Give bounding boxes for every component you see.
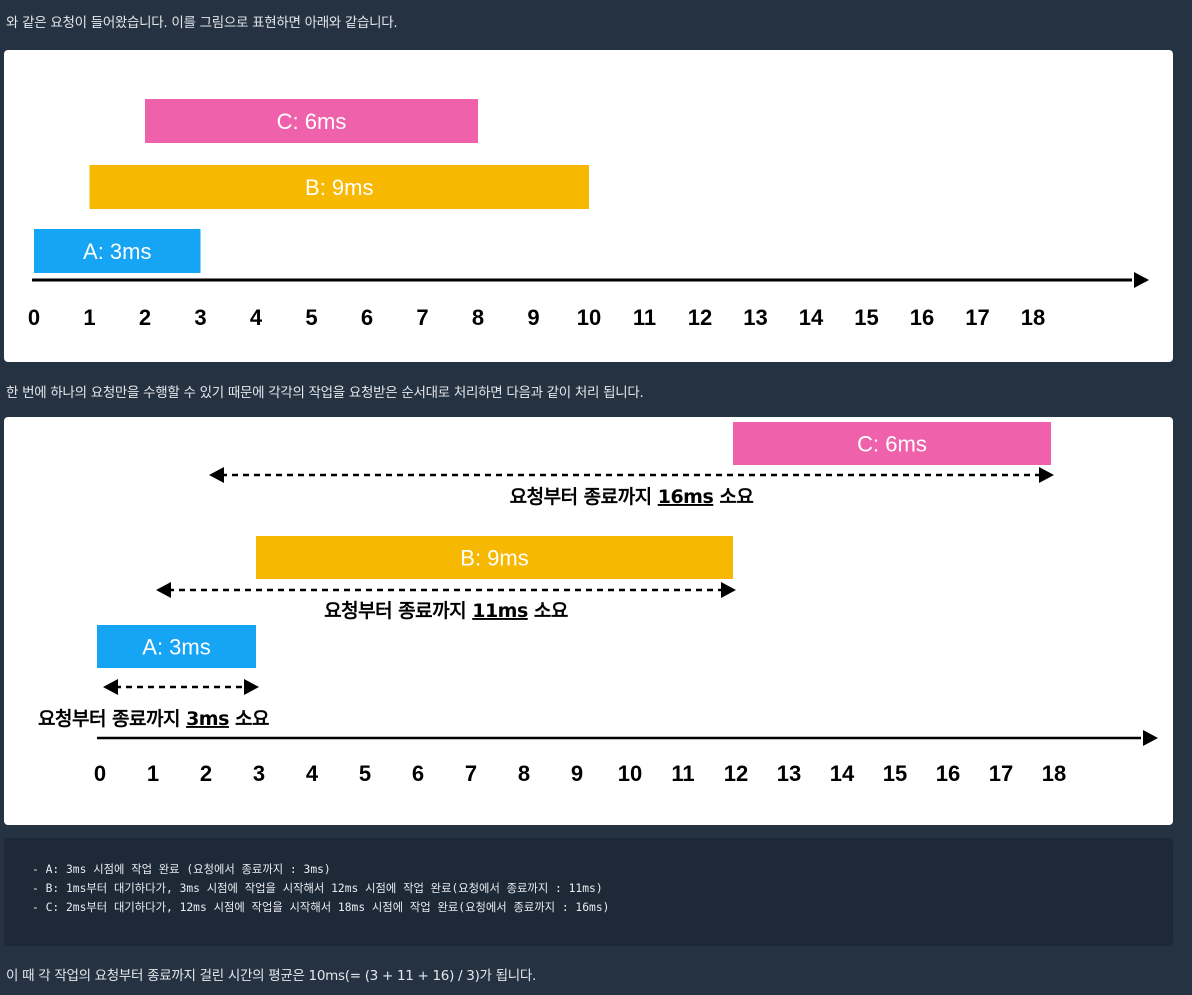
timeline-figure-requests: C: 6ms B: 9ms A: 3ms 0 1 2 3 4 5 6 7 8 9 10 11 12 13 14 15… (4, 50, 1173, 362)
request-bar (89, 165, 589, 209)
axis-arrow (1143, 730, 1158, 746)
tick-label: 11 (633, 305, 656, 330)
tick-label: 7 (416, 305, 428, 330)
tick-label: 13 (777, 761, 801, 786)
tick-label: 1 (147, 761, 159, 786)
bar-label: C: 6ms (277, 109, 347, 134)
tick-label: 5 (359, 761, 371, 786)
tick-label: 10 (618, 761, 642, 786)
tick-label: 17 (965, 305, 989, 330)
tick-label: 5 (305, 305, 317, 330)
request-bar (34, 229, 201, 273)
tick-label: 12 (688, 305, 712, 330)
bar-label: C: 6ms (857, 432, 927, 457)
code-line: - C: 2ms부터 대기하다가, 12ms 시점에 작업을 시작해서 18ms… (32, 901, 610, 914)
tick-label: 4 (250, 305, 263, 330)
tick-label: 7 (465, 761, 477, 786)
arrow-head-left (156, 582, 171, 598)
timeline-chart-processing: C: 6ms B: 9ms A: 3ms 요청부터 종료까지 16ms 소요요청부터 … (38, 422, 1158, 786)
bar-label: B: 9ms (305, 175, 373, 200)
tick-label: 3 (253, 761, 265, 786)
tick-label: 12 (724, 761, 748, 786)
duration-label: 요청부터 종료까지 11ms 소요 (324, 600, 568, 622)
tick-label: 0 (28, 305, 40, 330)
conclusion-paragraph: 이 때 각 작업의 요청부터 종료까지 걸린 시간의 평균은 10ms(= (3… (6, 968, 537, 984)
code-line: - B: 1ms부터 대기하다가, 3ms 시점에 작업을 시작해서 12ms … (32, 882, 603, 895)
tick-label: 4 (306, 761, 319, 786)
tick-label: 9 (571, 761, 583, 786)
bar-label: B: 9ms (460, 546, 528, 571)
bar-label: A: 3ms (83, 239, 151, 264)
tick-label: 6 (412, 761, 424, 786)
tick-label: 17 (989, 761, 1013, 786)
axis-arrow (1134, 272, 1149, 288)
tick-label: 18 (1042, 761, 1066, 786)
tick-label: 8 (472, 305, 484, 330)
bar-label: A: 3ms (142, 635, 210, 660)
duration-label: 요청부터 종료까지 16ms 소요 (510, 486, 754, 508)
arrow-head-right (1039, 467, 1054, 483)
tick-label: 2 (200, 761, 212, 786)
code-line: - A: 3ms 시점에 작업 완료 (요청에서 종료까지 : 3ms) (32, 863, 331, 876)
arrow-head-right (721, 582, 736, 598)
tick-label: 18 (1021, 305, 1045, 330)
code-block: - A: 3ms 시점에 작업 완료 (요청에서 종료까지 : 3ms) - B… (4, 838, 1173, 946)
tick-label: 8 (518, 761, 530, 786)
tick-label: 3 (194, 305, 206, 330)
tick-label: 0 (94, 761, 106, 786)
tick-label: 16 (936, 761, 960, 786)
tick-label: 14 (799, 305, 824, 330)
tick-label: 11 (671, 761, 694, 786)
tick-label: 13 (743, 305, 767, 330)
processing-bar (256, 536, 733, 579)
arrow-head-left (209, 467, 224, 483)
tick-label: 15 (883, 761, 907, 786)
arrow-head-left (103, 679, 118, 695)
tick-label: 16 (910, 305, 934, 330)
tick-label: 1 (83, 305, 95, 330)
tick-label: 2 (139, 305, 151, 330)
tick-label: 6 (361, 305, 373, 330)
intro-paragraph: 와 같은 요청이 들어왔습니다. 이를 그림으로 표현하면 아래와 같습니다. (6, 15, 398, 31)
tick-label: 14 (830, 761, 855, 786)
tick-label: 15 (854, 305, 878, 330)
middle-paragraph: 한 번에 하나의 요청만을 수행할 수 있기 때문에 각각의 작업을 요청받은 … (6, 385, 644, 401)
request-bar (145, 99, 478, 143)
arrow-head-right (244, 679, 259, 695)
duration-label: 요청부터 종료까지 3ms 소요 (38, 708, 269, 730)
tick-label: 10 (577, 305, 601, 330)
tick-label: 9 (527, 305, 539, 330)
processing-bar (97, 625, 256, 668)
processing-bar (733, 422, 1051, 465)
